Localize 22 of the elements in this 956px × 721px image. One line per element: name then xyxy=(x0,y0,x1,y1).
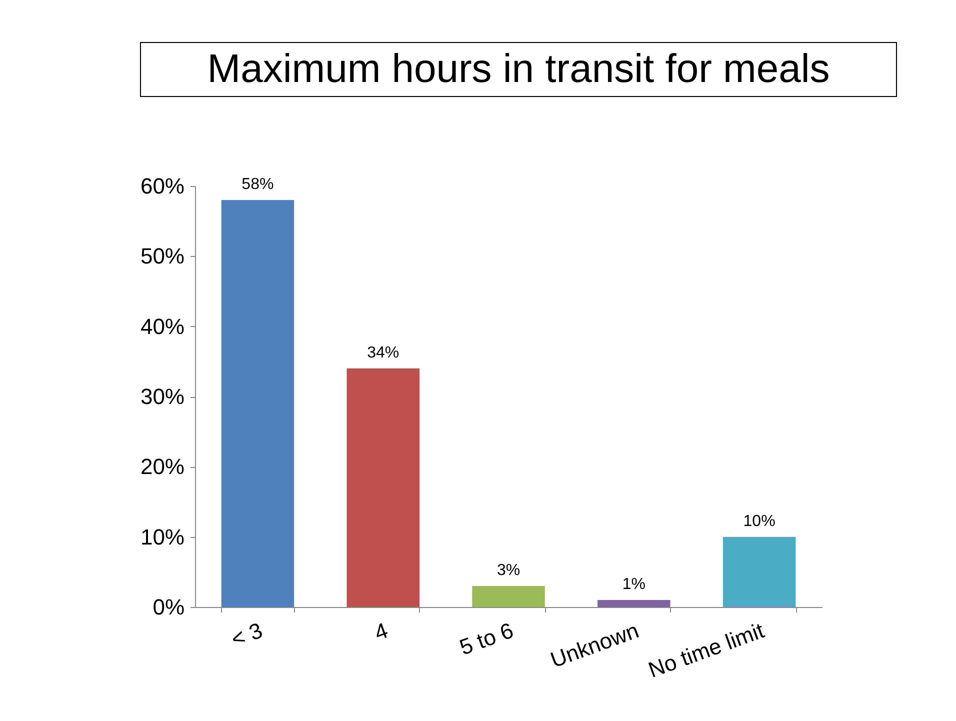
data-label: 3% xyxy=(496,562,520,579)
bar xyxy=(598,600,670,607)
data-label: 1% xyxy=(622,576,646,593)
y-tick-label: 40% xyxy=(140,314,184,339)
bar xyxy=(346,368,420,607)
bar xyxy=(472,586,545,607)
y-tick-label: 20% xyxy=(140,454,184,480)
bar xyxy=(221,200,294,607)
y-tick-label: 10% xyxy=(140,524,184,550)
y-tick-label: 0% xyxy=(152,594,184,620)
y-tick-label: 50% xyxy=(140,244,184,269)
y-tick-label: 30% xyxy=(140,384,184,409)
x-tick-label: 4 xyxy=(371,618,392,646)
x-tick-label: < 3 xyxy=(228,618,266,652)
data-label: 58% xyxy=(242,176,274,194)
chart-title: Maximum hours in transit for meals xyxy=(140,42,897,97)
x-tick-label: 5 to 6 xyxy=(456,618,517,660)
data-label: 10% xyxy=(743,512,776,530)
data-label: 34% xyxy=(367,344,400,362)
y-tick-label: 60% xyxy=(140,174,184,198)
x-tick-label: No time limit xyxy=(645,618,768,683)
bar xyxy=(722,536,796,607)
